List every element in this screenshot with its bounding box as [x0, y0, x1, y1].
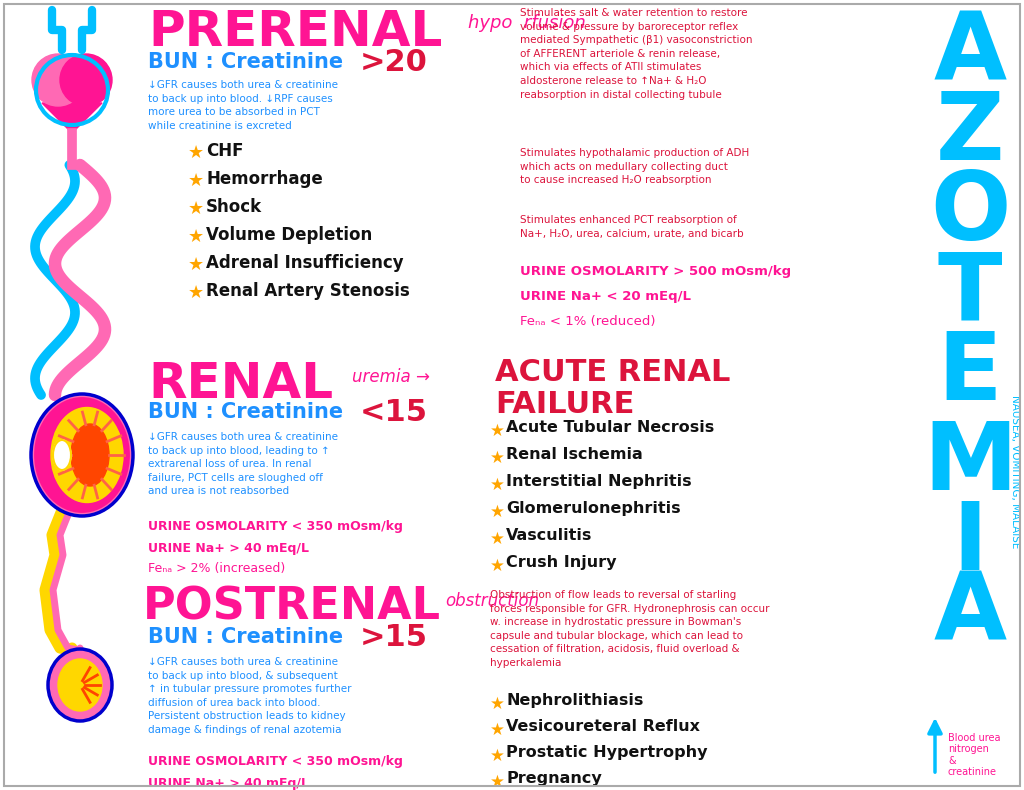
- Text: Prostatic Hypertrophy: Prostatic Hypertrophy: [506, 745, 708, 760]
- Text: CHF: CHF: [206, 142, 244, 160]
- Text: ★: ★: [188, 256, 204, 274]
- Text: Renal Ischemia: Renal Ischemia: [506, 447, 643, 462]
- Text: ★: ★: [188, 228, 204, 246]
- Text: ★: ★: [188, 200, 204, 218]
- Text: Stimulates salt & water retention to restore
volume & pressure by baroreceptor r: Stimulates salt & water retention to res…: [520, 8, 753, 100]
- Text: BUN : Creatinine: BUN : Creatinine: [148, 627, 350, 647]
- Text: >15: >15: [360, 623, 428, 652]
- Text: ★: ★: [188, 284, 204, 302]
- Text: URINE OSMOLARITY < 350 mOsm/kg: URINE OSMOLARITY < 350 mOsm/kg: [148, 520, 402, 533]
- Text: hypo  rfusion: hypo rfusion: [468, 14, 586, 32]
- Text: Crush Injury: Crush Injury: [506, 555, 616, 570]
- Text: ACUTE RENAL
FAILURE: ACUTE RENAL FAILURE: [495, 358, 730, 419]
- Text: ★: ★: [188, 144, 204, 162]
- Ellipse shape: [60, 54, 112, 106]
- Text: I: I: [952, 498, 987, 590]
- Text: >20: >20: [360, 48, 428, 77]
- Text: E: E: [938, 328, 1002, 420]
- Text: ★: ★: [490, 503, 505, 521]
- Ellipse shape: [49, 650, 111, 720]
- Text: Interstitial Nephritis: Interstitial Nephritis: [506, 474, 691, 489]
- Text: ★: ★: [490, 476, 505, 494]
- Text: PRERENAL: PRERENAL: [148, 8, 442, 56]
- Text: A: A: [934, 568, 1007, 660]
- Text: <15: <15: [360, 398, 428, 427]
- Text: Glomerulonephritis: Glomerulonephritis: [506, 501, 681, 516]
- Text: Stimulates hypothalamic production of ADH
which acts on medullary collecting duc: Stimulates hypothalamic production of AD…: [520, 148, 750, 185]
- Text: uremia →: uremia →: [352, 368, 430, 386]
- Ellipse shape: [32, 54, 84, 106]
- Text: NAUSEA, VOMITING, MALAISE: NAUSEA, VOMITING, MALAISE: [1010, 395, 1020, 548]
- Text: Z: Z: [936, 88, 1005, 180]
- Text: obstruction: obstruction: [445, 592, 539, 610]
- Text: URINE Na+ > 40 mEq/L: URINE Na+ > 40 mEq/L: [148, 777, 309, 790]
- Text: ↓GFR causes both urea & creatinine
to back up into blood, & subsequent
↑ in tubu: ↓GFR causes both urea & creatinine to ba…: [148, 657, 351, 735]
- Text: Obstruction of flow leads to reversal of starling
forces responsible for GFR. Hy: Obstruction of flow leads to reversal of…: [490, 590, 769, 668]
- Text: Vasculitis: Vasculitis: [506, 528, 592, 543]
- Text: Feₙₐ < 1% (reduced): Feₙₐ < 1% (reduced): [520, 315, 655, 328]
- Text: O: O: [930, 168, 1011, 260]
- Text: Hemorrhage: Hemorrhage: [206, 170, 323, 188]
- Text: BUN : Creatinine: BUN : Creatinine: [148, 402, 350, 422]
- Text: Pregnancy: Pregnancy: [506, 771, 602, 786]
- Text: ★: ★: [490, 747, 505, 765]
- Text: ★: ★: [490, 695, 505, 713]
- Text: Renal Artery Stenosis: Renal Artery Stenosis: [206, 282, 410, 300]
- Text: ↓GFR causes both urea & creatinine
to back up into blood, leading to ↑
extrarena: ↓GFR causes both urea & creatinine to ba…: [148, 432, 338, 496]
- Text: Nephrolithiasis: Nephrolithiasis: [506, 693, 643, 708]
- Polygon shape: [42, 103, 102, 133]
- Text: BUN : Creatinine: BUN : Creatinine: [148, 52, 350, 72]
- Text: ★: ★: [490, 721, 505, 739]
- Text: ★: ★: [188, 172, 204, 190]
- Text: ↓GFR causes both urea & creatinine
to back up into blood. ↓RPF causes
more urea : ↓GFR causes both urea & creatinine to ba…: [148, 80, 338, 131]
- Text: Shock: Shock: [206, 198, 262, 216]
- Text: Blood urea
nitrogen
&
creatinine: Blood urea nitrogen & creatinine: [948, 732, 1000, 777]
- Text: POSTRENAL: POSTRENAL: [143, 585, 441, 628]
- Text: M: M: [923, 418, 1017, 510]
- Text: Stimulates enhanced PCT reabsorption of
Na+, H₂O, urea, calcium, urate, and bica: Stimulates enhanced PCT reabsorption of …: [520, 215, 743, 239]
- Ellipse shape: [71, 424, 109, 486]
- Text: URINE OSMOLARITY > 500 mOsm/kg: URINE OSMOLARITY > 500 mOsm/kg: [520, 265, 792, 278]
- Text: ★: ★: [490, 557, 505, 575]
- Text: T: T: [938, 248, 1002, 340]
- Text: ★: ★: [490, 773, 505, 790]
- Ellipse shape: [53, 440, 71, 470]
- Ellipse shape: [33, 396, 131, 514]
- Text: Feₙₐ > 2% (increased): Feₙₐ > 2% (increased): [148, 562, 286, 575]
- Text: Vesicoureteral Reflux: Vesicoureteral Reflux: [506, 719, 700, 734]
- Text: ★: ★: [490, 422, 505, 440]
- Text: Acute Tubular Necrosis: Acute Tubular Necrosis: [506, 420, 715, 435]
- Ellipse shape: [58, 659, 102, 711]
- Ellipse shape: [51, 408, 123, 502]
- Text: RENAL: RENAL: [148, 360, 333, 408]
- Text: URINE Na+ < 20 mEq/L: URINE Na+ < 20 mEq/L: [520, 290, 691, 303]
- Text: Volume Depletion: Volume Depletion: [206, 226, 373, 244]
- Text: URINE Na+ > 40 mEq/L: URINE Na+ > 40 mEq/L: [148, 542, 309, 555]
- Text: ★: ★: [490, 530, 505, 548]
- Text: A: A: [934, 8, 1007, 100]
- Text: URINE OSMOLARITY < 350 mOsm/kg: URINE OSMOLARITY < 350 mOsm/kg: [148, 755, 402, 768]
- Text: ★: ★: [490, 449, 505, 467]
- Text: Adrenal Insufficiency: Adrenal Insufficiency: [206, 254, 403, 272]
